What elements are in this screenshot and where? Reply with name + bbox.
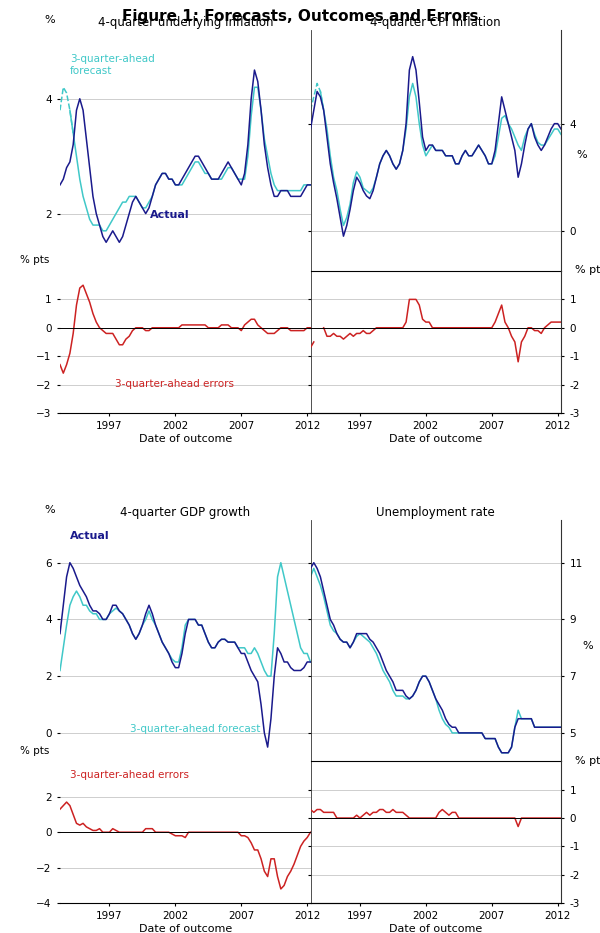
Text: 3-quarter-ahead
forecast: 3-quarter-ahead forecast: [70, 54, 155, 77]
Y-axis label: %: %: [576, 150, 587, 160]
Y-axis label: % pts: % pts: [20, 745, 50, 756]
Y-axis label: % pts: % pts: [20, 256, 50, 265]
Y-axis label: % pts: % pts: [575, 756, 600, 766]
X-axis label: Date of outcome: Date of outcome: [139, 925, 232, 933]
X-axis label: Date of outcome: Date of outcome: [389, 925, 482, 933]
Y-axis label: % pts: % pts: [575, 265, 600, 275]
Text: 3-quarter-ahead forecast: 3-quarter-ahead forecast: [130, 724, 260, 734]
Y-axis label: %: %: [44, 15, 55, 25]
Title: 4-quarter CPI inflation: 4-quarter CPI inflation: [370, 16, 501, 29]
X-axis label: Date of outcome: Date of outcome: [139, 434, 232, 444]
Title: 4-quarter GDP growth: 4-quarter GDP growth: [120, 506, 250, 519]
Title: Unemployment rate: Unemployment rate: [376, 506, 495, 519]
Y-axis label: %: %: [44, 506, 55, 515]
X-axis label: Date of outcome: Date of outcome: [389, 434, 482, 444]
Text: Figure 1: Forecasts, Outcomes and Errors: Figure 1: Forecasts, Outcomes and Errors: [122, 9, 478, 24]
Text: 3-quarter-ahead errors: 3-quarter-ahead errors: [115, 380, 234, 389]
Title: 4-quarter underlying inflation: 4-quarter underlying inflation: [98, 16, 273, 29]
Text: Actual: Actual: [150, 210, 190, 220]
Text: Actual: Actual: [70, 532, 110, 541]
Y-axis label: %: %: [583, 641, 593, 650]
Text: 3-quarter-ahead errors: 3-quarter-ahead errors: [70, 771, 189, 780]
